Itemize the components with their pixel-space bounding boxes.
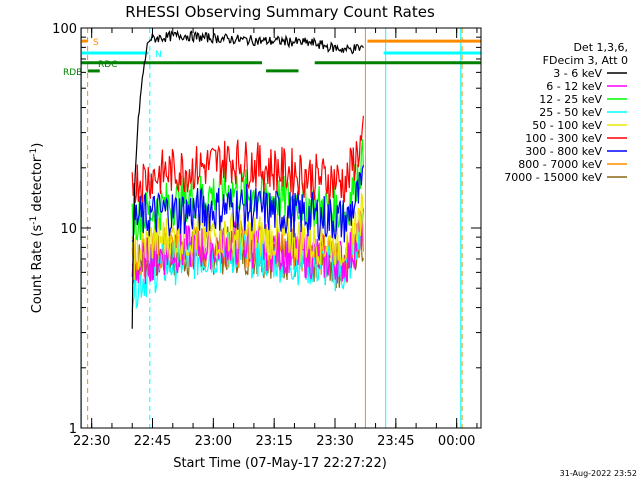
flag-label-n: N xyxy=(155,50,162,60)
flag-label-rdc: RDC xyxy=(98,60,117,70)
legend-header-attenuator: FDecim 3, Att 0 xyxy=(543,54,628,67)
x-tick-label: 23:45 xyxy=(377,434,414,449)
legend-entry-label: 300 - 800 keV xyxy=(525,145,602,158)
legend-header-detectors: Det 1,3,6, xyxy=(573,41,628,54)
legend-entry-label: 7000 - 15000 keV xyxy=(504,171,602,184)
x-tick-label: 23:30 xyxy=(316,434,353,449)
x-tick-label: 22:30 xyxy=(73,434,110,449)
x-tick-label: 23:00 xyxy=(195,434,232,449)
x-tick-label: 23:15 xyxy=(255,434,292,449)
chart-title: RHESSI Observing Summary Count Rates xyxy=(125,3,435,21)
legend-entry-label: 12 - 25 keV xyxy=(539,93,602,106)
legend-entry-label: 800 - 7000 keV xyxy=(518,158,602,171)
x-axis-label: Start Time (07-May-17 22:27:22) xyxy=(173,456,387,471)
flag-label-s: S xyxy=(93,38,99,48)
legend-entry-label: 25 - 50 keV xyxy=(539,106,602,119)
y-tick-label: 100 xyxy=(52,22,77,37)
legend-entry-label: 100 - 300 keV xyxy=(525,132,602,145)
x-tick-label: 00:00 xyxy=(438,434,475,449)
legend-entry-label: 50 - 100 keV xyxy=(532,119,602,132)
series-line xyxy=(131,29,364,329)
timestamp: 31-Aug-2022 23:52 xyxy=(560,469,637,478)
series-line xyxy=(131,115,364,204)
y-tick-label: 1 xyxy=(69,422,77,437)
legend-entry-label: 6 - 12 keV xyxy=(546,80,602,93)
y-tick-label: 10 xyxy=(60,222,77,237)
series-line xyxy=(131,192,364,280)
y-axis-label: Count Rate (s-1 detector-1) xyxy=(29,143,45,314)
flag-label-rdb: RDB xyxy=(63,68,82,78)
legend-entry-label: 3 - 6 keV xyxy=(553,67,602,80)
x-tick-label: 22:45 xyxy=(134,434,171,449)
series-line xyxy=(131,165,364,243)
